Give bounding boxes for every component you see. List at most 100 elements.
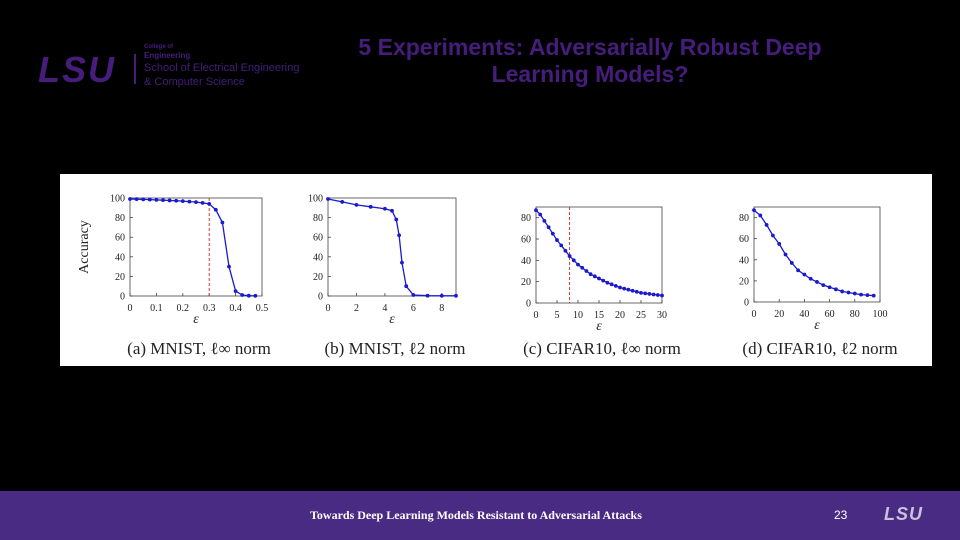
logo-text-block: College of Engineering School of Electri… <box>144 44 299 89</box>
plot-c-data-point <box>588 272 593 277</box>
plot-c-data-point <box>559 243 564 248</box>
slide-title-line1: 5 Experiments: Adversarially Robust Deep <box>358 34 822 60</box>
plot-b-data-point <box>390 208 394 213</box>
plot-a-ylabel: Accuracy <box>77 220 92 274</box>
plot-a-data-point <box>233 289 238 293</box>
plot-d-data-point <box>846 290 851 295</box>
plot-c-ytick-label: 60 <box>521 235 531 246</box>
plot-a-data-point <box>246 293 251 298</box>
plot-b-data-point <box>411 293 416 297</box>
plot-a-data-point <box>207 201 212 206</box>
plot-d-ytick-label: 60 <box>739 234 749 245</box>
plot-c-data-point <box>647 292 652 296</box>
plot-d-data-point <box>796 268 800 273</box>
plot-a-xtick-label: 0.3 <box>203 303 216 314</box>
plot-a-data-point <box>141 197 146 202</box>
plot-d-xtick-label: 60 <box>825 309 835 320</box>
plot-a-xtick-label: 0.2 <box>177 303 190 314</box>
plot-a-data-point <box>194 200 198 205</box>
plot-b-series-line <box>327 198 456 297</box>
plot-b-caption: (b) MNIST, ℓ2 norm <box>325 339 466 358</box>
plot-a-ytick-label: 80 <box>115 213 125 224</box>
plot-c-ytick-label: 40 <box>521 256 531 267</box>
plot-a-series-line <box>129 198 256 297</box>
plot-b-data-point <box>397 233 402 238</box>
plot-a-data-point <box>240 293 245 297</box>
plot-b-ytick-label: 60 <box>313 233 323 244</box>
plot-c-xtick-label: 5 <box>555 310 560 321</box>
plot-d-data-point <box>777 242 782 246</box>
logo-college-of: College of <box>144 44 174 50</box>
plot-d-ytick-label: 20 <box>739 276 749 287</box>
plot-c-data-point <box>630 288 635 293</box>
plot-c-data-point <box>550 231 555 236</box>
plot-c-data-point <box>592 274 597 279</box>
footer-bar: Towards Deep Learning Models Resistant t… <box>0 491 960 540</box>
plot-b-data-point <box>354 202 359 207</box>
plot-c-series-line <box>535 209 663 297</box>
plot-b-axes-frame <box>327 197 457 297</box>
plot-d-xtick-label: 100 <box>873 309 888 320</box>
plot-b-data-point <box>404 284 409 289</box>
plot-a-data-point <box>180 199 185 204</box>
plot-a-data-point <box>134 197 139 202</box>
plot-b-data-point <box>425 293 430 298</box>
plot-d-series-line <box>753 209 874 297</box>
plot-c-data-point <box>613 284 618 288</box>
plot-d-xtick-label: 80 <box>850 309 860 320</box>
plot-d-data-point <box>783 252 788 257</box>
plot-c-data-point <box>660 293 664 298</box>
plot-a-ytick-label: 20 <box>115 272 125 283</box>
plot-a-data-point <box>174 198 179 203</box>
plot-a-data-point <box>227 264 231 269</box>
plot-c-data-point <box>546 225 551 230</box>
plot-c-data-point <box>634 289 639 294</box>
plot-d-data-point <box>840 289 845 294</box>
plot-a-ytick-label: 40 <box>115 252 125 263</box>
plot-c-data-point <box>576 262 580 267</box>
plot-c-data-point <box>567 254 572 258</box>
plot-d-ytick-label: 80 <box>739 213 749 224</box>
plot-c-data-point <box>580 265 585 270</box>
plot-b-ytick-label: 80 <box>313 213 323 224</box>
plot-c-xtick-label: 25 <box>636 310 646 321</box>
footer-paper-title: Towards Deep Learning Models Resistant t… <box>310 508 642 522</box>
footer-lsu-logo: LSU <box>884 504 923 524</box>
plot-d-data-point <box>865 293 870 298</box>
plot-c-caption: (c) CIFAR10, ℓ∞ norm <box>523 339 681 358</box>
plot-c-data-point <box>584 269 589 273</box>
plot-c-data-point <box>639 290 643 295</box>
plot-a-data-point <box>167 198 172 203</box>
plot-a-xtick-label: 0.4 <box>229 303 242 314</box>
plot-a-data-point <box>154 197 159 202</box>
plot-c-xtick-label: 10 <box>573 310 583 321</box>
plot-c-data-point <box>534 208 538 213</box>
plot-b-ytick-label: 100 <box>308 194 323 205</box>
plot-c-data-point <box>622 286 627 291</box>
plot-b-data-point <box>368 204 373 209</box>
logo-computer-science: & Computer Science <box>144 76 245 88</box>
plot-b-ytick-label: 40 <box>313 252 323 263</box>
plot-c-data-point <box>571 258 576 263</box>
plot-b-ytick-label: 20 <box>313 272 323 283</box>
plot-d-xlabel: ε <box>814 318 820 333</box>
plot-d-data-point <box>827 285 832 290</box>
plot-d-data-point <box>758 213 763 218</box>
plot-b-data-point <box>454 293 458 298</box>
plot-c-ytick-label: 20 <box>521 277 531 288</box>
lsu-logo-mark: LSU <box>38 49 116 90</box>
plot-c-data-point <box>618 285 622 290</box>
results-figure: 0 20 40 60 80 100 0 0.1 0.2 0.3 0.4 0.5 ε Accuracy (a)… <box>60 174 932 366</box>
plot-b-xtick-label: 6 <box>411 303 416 314</box>
plot-b-xtick-label: 4 <box>382 303 387 314</box>
plot-d-xtick-label: 20 <box>774 309 784 320</box>
slide-title-line2: Learning Models? <box>491 61 689 87</box>
plot-c-data-point <box>538 212 543 217</box>
plot-a-data-point <box>128 197 132 201</box>
plot-c-xtick-label: 20 <box>615 310 625 321</box>
plot-d-data-point <box>771 233 775 238</box>
plot-d-data-point <box>821 283 826 288</box>
plot-d-ytick-label: 40 <box>739 255 749 266</box>
plot-b-ytick-label: 0 <box>318 292 323 303</box>
plot-c-ytick-label: 80 <box>521 213 531 224</box>
